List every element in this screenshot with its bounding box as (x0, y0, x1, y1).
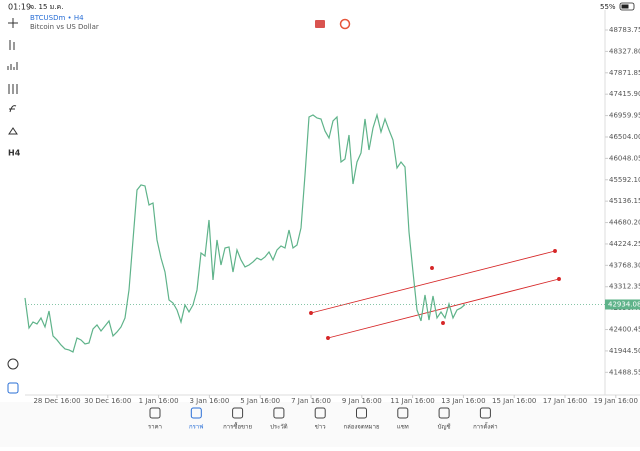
timeframe[interactable]: H4 (8, 149, 21, 158)
nav-icon[interactable] (190, 407, 202, 419)
nav-label[interactable]: กราฟ (189, 424, 203, 431)
trend-point[interactable] (430, 266, 434, 270)
battery-level (621, 4, 629, 9)
crosshair-tool[interactable] (8, 18, 18, 28)
nav-icon[interactable] (149, 407, 161, 419)
one-click-icon[interactable] (315, 20, 325, 28)
function-tool[interactable] (9, 105, 17, 113)
y-tick-label: 42400.45 (609, 326, 640, 334)
nav-icon[interactable] (479, 407, 491, 419)
y-tick-label: 45592.10 (609, 176, 640, 184)
x-tick-label: 30 Dec 16:00 (84, 397, 131, 405)
trend-line[interactable] (310, 250, 556, 314)
nav-label[interactable]: กล่องจดหมาย (343, 424, 379, 431)
current-price-box (605, 299, 640, 310)
x-tick-label: 11 Jan 16:00 (390, 397, 434, 405)
y-tick-label: 41944.50 (609, 347, 640, 355)
nav-icon[interactable] (438, 407, 450, 419)
nav-label[interactable]: ข่าว (315, 424, 326, 431)
left-toolbar (7, 18, 19, 394)
nav-icon[interactable] (314, 407, 326, 419)
status-battery: 55% (600, 3, 616, 11)
nav-label[interactable]: การตั้งค่า (473, 421, 497, 431)
y-tick-label: 48783.75 (609, 26, 640, 34)
status-time: 01:19 (8, 3, 31, 12)
x-tick-label: 7 Jan 16:00 (291, 397, 331, 405)
y-tick-label: 46959.95 (609, 112, 640, 120)
price-line (24, 112, 466, 353)
y-tick-label: 46048.05 (609, 154, 640, 162)
x-tick-label: 15 Jan 16:00 (492, 397, 536, 405)
symbol-subtitle: Bitcoin vs US Dollar (30, 23, 99, 31)
indicator-tool[interactable] (7, 62, 18, 70)
nav-icon[interactable] (232, 407, 244, 419)
depth-icon[interactable] (339, 18, 351, 30)
nav-icon[interactable] (397, 407, 409, 419)
x-tick-label: 1 Jan 16:00 (139, 397, 179, 405)
nav-label[interactable]: ราคา (148, 424, 162, 431)
trend-point[interactable] (441, 321, 445, 325)
nav-label[interactable]: ประวัติ (270, 424, 288, 431)
nav-label[interactable]: บัญชี (438, 423, 451, 431)
x-tick-label: 13 Jan 16:00 (441, 397, 485, 405)
x-tick-label: 28 Dec 16:00 (33, 397, 80, 405)
battery-icon (619, 2, 635, 11)
x-tick-label: 17 Jan 16:00 (543, 397, 587, 405)
nav-icon[interactable] (356, 407, 367, 419)
y-tick-label: 43312.35 (609, 283, 640, 291)
y-tick-label: 44224.25 (609, 240, 640, 248)
y-tick-label: 44680.20 (609, 219, 640, 227)
trend-lines (309, 249, 561, 340)
nav-label[interactable]: แชท (397, 424, 409, 431)
bottom-nav (0, 402, 640, 447)
y-tick-label: 48327.80 (609, 47, 640, 55)
objects-tool[interactable] (8, 127, 18, 135)
trend-point[interactable] (309, 311, 313, 315)
y-tick-label: 43768.30 (609, 261, 640, 269)
x-tick-label: 19 Jan 16:00 (594, 397, 638, 405)
y-tick-label: 45136.15 (609, 197, 640, 205)
nav-label[interactable]: การซื้อขาย (223, 421, 252, 431)
y-tick-label: 41488.55 (609, 368, 640, 376)
x-tick-label: 3 Jan 16:00 (189, 397, 229, 405)
app-icon[interactable] (7, 382, 19, 394)
x-tick-label: 9 Jan 16:00 (342, 397, 382, 405)
settings-tool[interactable] (8, 84, 18, 94)
trend-line[interactable] (327, 278, 560, 339)
zoom-tool[interactable] (7, 358, 19, 370)
current-price-label: 42934.08 (608, 300, 640, 308)
y-tick-label: 47871.85 (609, 69, 640, 77)
x-tick-label: 5 Jan 16:00 (240, 397, 280, 405)
trend-point[interactable] (326, 336, 330, 340)
y-tick-label: 47415.90 (609, 90, 640, 98)
symbol-title[interactable]: BTCUSDm • H4 (30, 14, 84, 22)
status-date: จ. 15 ม.ค. (30, 3, 63, 11)
y-tick-label: 46504.00 (609, 133, 640, 141)
trend-point[interactable] (557, 277, 561, 281)
nav-icon[interactable] (273, 407, 285, 419)
candle-tool[interactable] (9, 40, 15, 50)
trend-point[interactable] (553, 249, 557, 253)
